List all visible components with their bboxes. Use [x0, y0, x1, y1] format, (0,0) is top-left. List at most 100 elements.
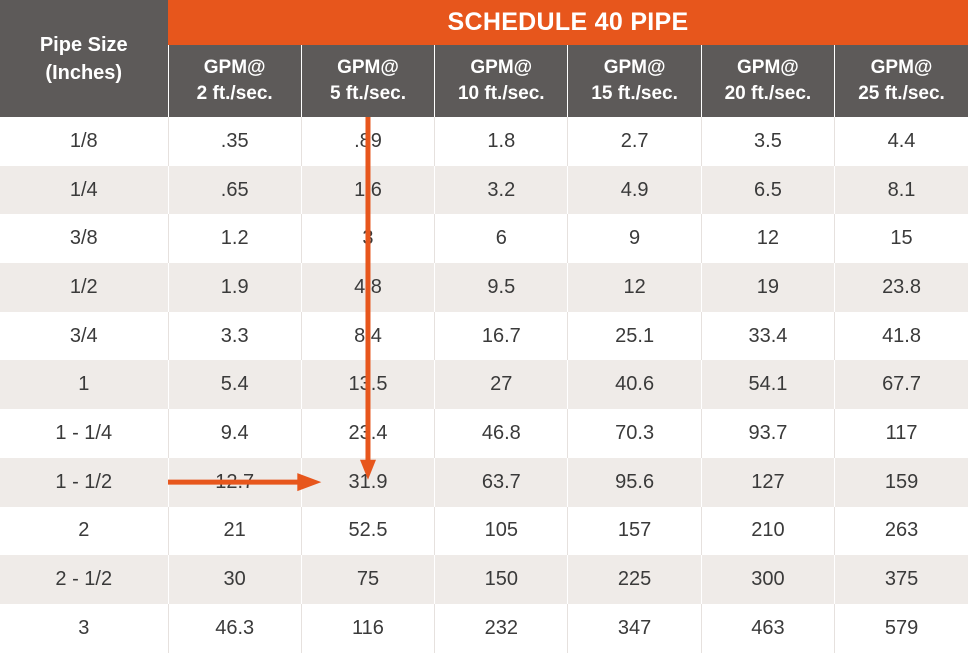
gpm-value-cell: 347 [567, 603, 702, 653]
pipe-size-header-line: (Inches) [45, 61, 123, 84]
gpm-header-row: GPM@ 2 ft./sec. GPM@ 5 ft./sec. GPM@ 10 ft./s… [0, 45, 968, 117]
gpm-value-cell: 8.1 [834, 165, 968, 215]
table-row: 3 46.3 116 232 347 463 579 [0, 603, 968, 653]
gpm-value-cell: 3.3 [167, 311, 302, 361]
pipe-size-cell: 1/8 [0, 117, 169, 166]
pipe-size-cell: 3/4 [0, 311, 169, 361]
gpm-value-cell: 263 [834, 506, 968, 556]
gpm-column-header: GPM@ 10 ft./sec. [434, 45, 568, 117]
gpm-column-header: GPM@ 25 ft./sec. [834, 45, 968, 117]
gpm-value-cell: 8.4 [300, 311, 435, 361]
gpm-header-line: GPM@ [870, 57, 933, 78]
gpm-value-cell: 159 [834, 457, 968, 507]
gpm-header-line: 5 ft./sec. [329, 83, 406, 104]
table-row: 1 - 1/4 9.4 23.4 46.8 70.3 93.7 117 [0, 409, 968, 458]
gpm-column-header: GPM@ 2 ft./sec. [167, 45, 302, 117]
gpm-value-cell: 9 [567, 214, 702, 264]
gpm-value-cell: 3.5 [700, 117, 835, 166]
pipe-size-cell: 3 [0, 603, 169, 653]
gpm-value-cell: 27 [434, 360, 568, 410]
table-row: 1 - 1/2 12.7 31.9 63.7 95.6 127 159 [0, 457, 968, 507]
gpm-value-cell: 70.3 [567, 409, 702, 458]
gpm-value-cell: 3 [300, 214, 435, 264]
pipe-size-cell: 1 - 1/4 [0, 409, 169, 458]
gpm-value-cell: 75 [300, 555, 435, 604]
gpm-value-cell: 3.2 [434, 165, 568, 215]
gpm-value-cell: 4.9 [567, 165, 702, 215]
pipe-size-column-header: Pipe Size (Inches) [0, 0, 169, 117]
table-row: 3/4 3.3 8.4 16.7 25.1 33.4 41.8 [0, 311, 968, 361]
table-row: 1/2 1.9 4.8 9.5 12 19 23.8 [0, 263, 968, 312]
table-body: 1/8.35.89 1.8 2.7 3.5 4.4 1/4.65 1.6 3.2 4.9 6.5 8… [0, 117, 968, 653]
gpm-value-cell: 41.8 [834, 311, 968, 361]
gpm-value-cell: 6 [434, 214, 568, 264]
gpm-header-line: GPM@ [737, 57, 799, 78]
gpm-value-cell: 40.6 [567, 360, 702, 410]
gpm-header-line: GPM@ [337, 57, 399, 78]
gpm-column-header: GPM@ 5 ft./sec. [300, 45, 435, 117]
gpm-header-line: GPM@ [203, 57, 266, 78]
gpm-value-cell: 12 [567, 263, 702, 312]
gpm-value-cell: 463 [700, 603, 835, 653]
gpm-value-cell: 1.8 [434, 117, 568, 166]
gpm-value-cell: 21 [167, 506, 302, 556]
gpm-value-cell: 30 [167, 555, 302, 604]
gpm-value-cell: 46.3 [167, 603, 302, 653]
gpm-value-cell: .65 [167, 165, 302, 215]
schedule-40-banner: SCHEDULE 40 PIPE [168, 0, 968, 45]
gpm-value-cell: 4.4 [834, 117, 968, 166]
gpm-value-cell: 579 [834, 603, 968, 653]
gpm-value-cell: 1.2 [167, 214, 302, 264]
pipe-size-cell: 3/8 [0, 214, 169, 264]
gpm-value-cell: 232 [434, 603, 568, 653]
gpm-value-cell: 4.8 [300, 263, 435, 312]
gpm-value-cell: 157 [567, 506, 702, 556]
table-row: 2 21 52.5 105 157 210 263 [0, 506, 968, 556]
gpm-value-cell: 12.7 [167, 457, 302, 507]
table-row: 2 - 1/2 30 75 150 225 300 375 [0, 555, 968, 604]
gpm-value-cell: .89 [300, 117, 435, 166]
table-row: 1/4.65 1.6 3.2 4.9 6.5 8.1 [0, 165, 968, 215]
gpm-value-cell: 225 [567, 555, 702, 604]
gpm-value-cell: 52.5 [300, 506, 435, 556]
gpm-value-cell: 63.7 [434, 457, 568, 507]
gpm-value-cell: 23.4 [300, 409, 435, 458]
gpm-header-line: 20 ft./sec. [724, 83, 812, 104]
pipe-size-cell: 2 - 1/2 [0, 555, 169, 604]
gpm-value-cell: 15 [834, 214, 968, 264]
table-row: 3/8 1.2 3 6 9 12 15 [0, 214, 968, 264]
pipe-size-cell: 1 [0, 360, 169, 410]
gpm-value-cell: 95.6 [567, 457, 702, 507]
gpm-value-cell: 6.5 [700, 165, 835, 215]
gpm-value-cell: 31.9 [300, 457, 435, 507]
gpm-value-cell: 33.4 [700, 311, 835, 361]
gpm-value-cell: 5.4 [167, 360, 302, 410]
gpm-column-header: GPM@ 15 ft./sec. [567, 45, 702, 117]
pipe-size-cell: 2 [0, 506, 169, 556]
gpm-value-cell: 25.1 [567, 311, 702, 361]
gpm-value-cell: 23.8 [834, 263, 968, 312]
gpm-value-cell: 46.8 [434, 409, 568, 458]
gpm-value-cell: 9.5 [434, 263, 568, 312]
gpm-header-line: 10 ft./sec. [457, 83, 545, 104]
table-row: 1 5.4 13.5 27 40.6 54.1 67.7 [0, 360, 968, 410]
gpm-value-cell: 116 [300, 603, 435, 653]
pipe-size-cell: 1/2 [0, 263, 169, 312]
gpm-value-cell: 105 [434, 506, 568, 556]
gpm-value-cell: .35 [167, 117, 302, 166]
gpm-header-line: GPM@ [470, 57, 533, 78]
gpm-value-cell: 1.9 [167, 263, 302, 312]
gpm-value-cell: 54.1 [700, 360, 835, 410]
table-row: 1/8.35.89 1.8 2.7 3.5 4.4 [0, 117, 968, 166]
pipe-size-header-line: Pipe Size [39, 33, 128, 56]
gpm-value-cell: 19 [700, 263, 835, 312]
gpm-value-cell: 2.7 [567, 117, 702, 166]
gpm-header-line: 15 ft./sec. [591, 83, 678, 104]
gpm-value-cell: 150 [434, 555, 568, 604]
gpm-value-cell: 1.6 [300, 165, 435, 215]
gpm-value-cell: 300 [700, 555, 835, 604]
gpm-value-cell: 210 [700, 506, 835, 556]
gpm-value-cell: 375 [834, 555, 968, 604]
